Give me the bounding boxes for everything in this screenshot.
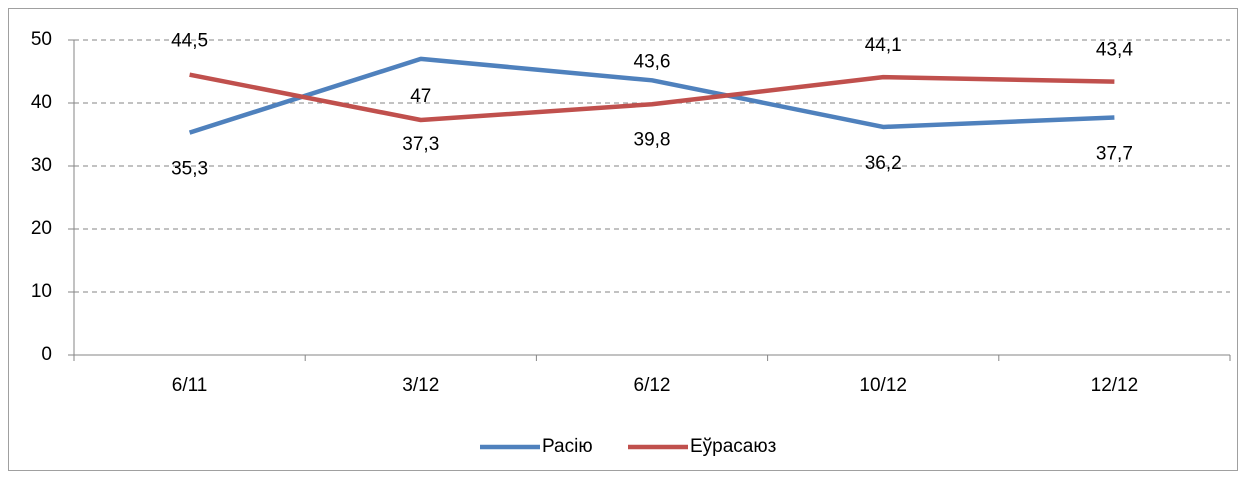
legend-label: Еўрасаюз xyxy=(690,436,776,457)
x-tick-label: 6/12 xyxy=(634,375,671,396)
data-label: 37,7 xyxy=(1096,144,1133,165)
data-label: 43,6 xyxy=(634,51,671,72)
x-tick-label: 10/12 xyxy=(859,375,907,396)
y-tick-label: 40 xyxy=(31,92,52,113)
data-label: 44,1 xyxy=(865,35,902,56)
y-tick-label: 0 xyxy=(41,344,52,365)
chart-frame xyxy=(8,8,1238,471)
data-label: 35,3 xyxy=(171,159,208,180)
y-tick-label: 10 xyxy=(31,281,52,302)
series-line xyxy=(189,72,1115,123)
data-label: 47 xyxy=(410,86,431,107)
y-tick-label: 50 xyxy=(31,29,52,50)
data-label: 36,2 xyxy=(865,153,902,174)
x-tick-label: 12/12 xyxy=(1091,375,1139,396)
series-line xyxy=(188,56,1115,135)
y-tick-label: 30 xyxy=(31,155,52,176)
data-label: 44,5 xyxy=(171,31,208,52)
x-tick-label: 3/12 xyxy=(402,375,439,396)
data-label: 43,4 xyxy=(1096,40,1133,61)
y-tick-label: 20 xyxy=(31,218,52,239)
data-label: 39,8 xyxy=(634,129,671,150)
data-label: 37,3 xyxy=(402,134,439,155)
legend-label: Расію xyxy=(542,436,593,457)
x-tick-label: 6/11 xyxy=(172,375,208,396)
